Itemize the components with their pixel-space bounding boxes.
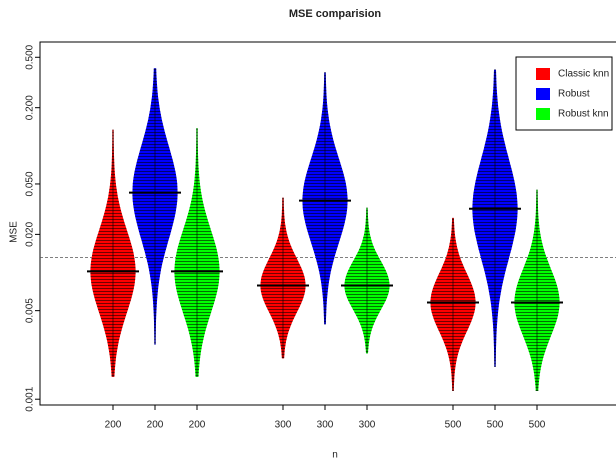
legend-swatch bbox=[536, 68, 550, 80]
x-tick-label: 200 bbox=[105, 420, 122, 431]
y-tick-label: 0.005 bbox=[25, 298, 36, 323]
y-tick-label: 0.001 bbox=[25, 386, 36, 411]
x-tick-label: 300 bbox=[359, 420, 376, 431]
y-tick-label: 0.200 bbox=[25, 95, 36, 120]
y-tick-label: 0.500 bbox=[25, 44, 36, 69]
x-tick-label: 200 bbox=[147, 420, 164, 431]
y-tick-label: 0.050 bbox=[25, 171, 36, 196]
plot-frame bbox=[39, 41, 616, 406]
x-tick-label: 200 bbox=[189, 420, 206, 431]
legend-swatch bbox=[536, 108, 550, 120]
x-tick-label: 500 bbox=[445, 420, 462, 431]
legend-label: Robust knn bbox=[558, 109, 609, 120]
y-tick-label: 0.020 bbox=[25, 221, 36, 246]
x-tick-label: 300 bbox=[275, 420, 292, 431]
x-axis-label: n bbox=[332, 450, 338, 461]
x-tick-label: 300 bbox=[317, 420, 334, 431]
chart-title: MSE comparision bbox=[289, 8, 382, 20]
legend-label: Classic knn bbox=[558, 69, 609, 80]
x-tick-label: 500 bbox=[529, 420, 546, 431]
y-axis-label: MSE bbox=[9, 221, 20, 243]
x-tick-label: 500 bbox=[487, 420, 504, 431]
legend-box bbox=[515, 56, 613, 131]
legend-label: Robust bbox=[558, 89, 590, 100]
legend-swatch bbox=[536, 88, 550, 100]
